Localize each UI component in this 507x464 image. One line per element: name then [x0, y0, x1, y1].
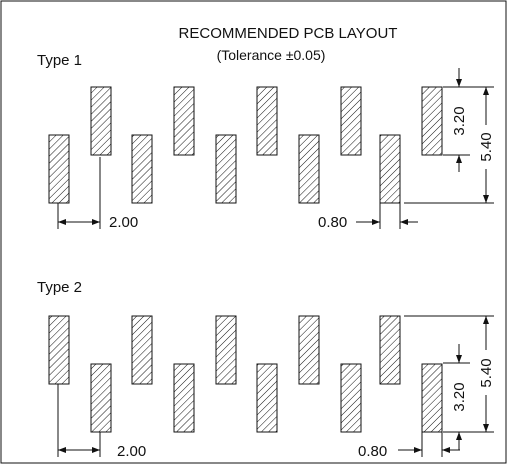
type1-row-span-dimension: 5.40: [404, 86, 495, 204]
type1-pitch-value: 2.00: [109, 214, 138, 231]
type2-pad-9: [379, 315, 401, 385]
type2-pad-4: [173, 363, 195, 433]
type2-pad-1: [48, 315, 70, 385]
type1-pitch-dimension: 2.00: [57, 157, 138, 231]
type2-pitch-value: 2.00: [117, 443, 146, 460]
type2-label: Type 2: [37, 279, 82, 296]
type2-pad-7: [298, 315, 320, 385]
type2-row-span-value: 5.40: [478, 358, 495, 387]
type2-pad-3: [131, 315, 153, 385]
type1-pad-6: [256, 86, 278, 156]
type2-pad-group: [48, 315, 443, 433]
type1-pad-9: [379, 134, 401, 204]
type2-pad-length-dimension: 3.20: [443, 344, 470, 450]
type1-pad-1: [48, 134, 70, 204]
type1-pad-2: [90, 86, 112, 156]
type1-pad-5: [215, 134, 237, 204]
type1-pad-group: [48, 86, 443, 204]
type1-pad-4: [173, 86, 195, 156]
type1-pad-length-value: 3.20: [451, 106, 468, 135]
drawing-subtitle: (Tolerance ±0.05): [217, 47, 326, 63]
type1-pad-10: [421, 86, 443, 156]
type1-pad-7: [298, 134, 320, 204]
type1-row-span-value: 5.40: [478, 132, 495, 161]
type1-pad-8: [340, 86, 362, 156]
type2-pad-5: [215, 315, 237, 385]
type1-pad-3: [131, 134, 153, 204]
type2-pad-2: [90, 363, 112, 433]
type2-pad-6: [256, 363, 278, 433]
type2-pad-width-value: 0.80: [358, 443, 387, 460]
type2-pad-8: [340, 363, 362, 433]
type2-pad-length-value: 3.20: [451, 382, 468, 411]
drawing-title: RECOMMENDED PCB LAYOUT: [179, 25, 398, 42]
type2-pitch-dimension: 2.00: [57, 384, 146, 460]
type2-row-span-dimension: 5.40: [404, 315, 495, 433]
type1-pad-length-dimension: 3.20: [443, 68, 470, 172]
type1-pad-width-value: 0.80: [318, 214, 347, 231]
type1-label: Type 1: [37, 52, 82, 69]
type2-pad-width-dimension: 0.80: [358, 432, 460, 460]
type1-pad-width-dimension: 0.80: [318, 203, 418, 231]
type2-pad-10: [421, 363, 443, 433]
